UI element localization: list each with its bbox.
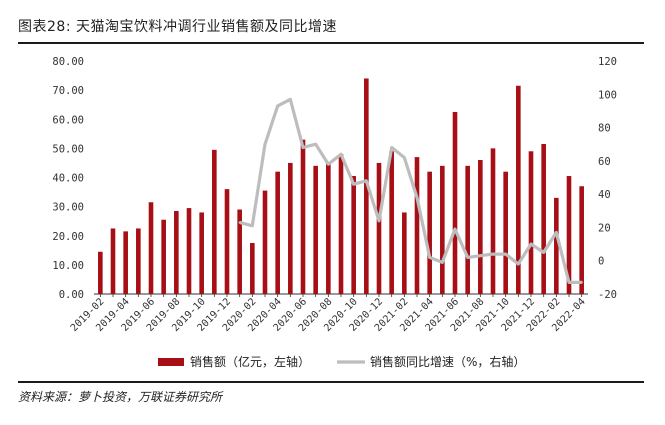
right-y-tick-label: 0 (598, 256, 604, 268)
bar (300, 139, 306, 294)
left-y-tick-label: 10.00 (52, 260, 84, 272)
growth-point (403, 156, 406, 159)
left-y-tick-label: 70.00 (52, 85, 84, 97)
legend-bar-label: 销售额（亿元，左轴） (190, 354, 310, 369)
growth-point (580, 281, 583, 284)
bar (288, 162, 293, 294)
bar (148, 202, 154, 294)
growth-point (466, 256, 469, 259)
growth-point (504, 252, 507, 256)
bar (224, 189, 230, 294)
growth-point (453, 227, 457, 231)
left-y-tick-label: 0.00 (59, 289, 84, 301)
right-y-tick-label: 120 (598, 56, 617, 68)
right-y-tick-label: 40 (598, 189, 611, 201)
bar (452, 111, 458, 294)
growth-point (390, 146, 393, 149)
bottom-rule (18, 381, 644, 383)
bar (275, 171, 280, 294)
bar (503, 171, 508, 294)
bar (250, 243, 255, 294)
growth-point (238, 221, 241, 224)
bar (98, 251, 103, 294)
growth-point (491, 252, 495, 256)
bar (123, 231, 128, 294)
growth-point (276, 104, 279, 108)
growth-point (479, 254, 482, 257)
right-y-tick-label: 60 (598, 156, 611, 168)
growth-point (517, 262, 520, 266)
left-y-tick-label: 50.00 (52, 143, 84, 155)
legend-bar-swatch (158, 358, 184, 366)
bar (313, 165, 318, 294)
growth-point (377, 219, 381, 222)
growth-point (352, 182, 355, 186)
growth-point (251, 224, 254, 227)
bar (541, 144, 546, 294)
left-y-tick-label: 20.00 (52, 231, 84, 243)
right-y-tick-label: 80 (598, 123, 611, 135)
growth-line (239, 97, 582, 284)
bar (566, 176, 572, 294)
bar (402, 212, 407, 294)
right-y-tick-label: 100 (598, 89, 617, 101)
bar (427, 171, 432, 294)
right-y-tick-label: -20 (598, 289, 617, 301)
bar (465, 165, 470, 294)
bar (161, 219, 166, 294)
bar (110, 228, 116, 294)
growth-point (555, 231, 558, 234)
bar (414, 157, 420, 294)
bar (389, 151, 394, 294)
bar (136, 228, 141, 294)
bar (554, 197, 559, 294)
left-y-tick-label: 40.00 (52, 173, 84, 185)
source-note: 资料来源：萝卜投资，万联证券研究所 (18, 390, 223, 404)
growth-point (428, 256, 431, 259)
growth-point (567, 281, 571, 284)
left-y-tick-label: 60.00 (52, 114, 84, 126)
legend-line-label: 销售额同比增速（%，右轴） (370, 354, 525, 369)
bar (338, 154, 344, 294)
chart-title: 图表28: 天猫淘宝饮料冲调行业销售额及同比增速 (18, 19, 337, 35)
bar (516, 85, 521, 294)
growth-point (365, 179, 368, 183)
bar (262, 190, 268, 294)
left-y-tick-label: 30.00 (52, 202, 84, 214)
growth-point (339, 153, 343, 156)
bar (186, 208, 192, 294)
bar (528, 151, 534, 294)
bar (490, 148, 496, 294)
bar (579, 186, 584, 294)
bar (237, 209, 242, 294)
bar (212, 149, 217, 294)
growth-point (289, 98, 292, 101)
right-y-tick-label: 20 (598, 222, 611, 234)
bar (351, 176, 356, 294)
left-y-tick-label: 80.00 (52, 56, 84, 68)
top-rule (18, 42, 644, 44)
growth-point (441, 261, 444, 264)
growth-point (415, 196, 419, 199)
bar (478, 160, 483, 294)
growth-point (314, 143, 317, 146)
bar (199, 212, 204, 294)
bar (174, 210, 179, 294)
bar (376, 162, 382, 294)
bar (364, 78, 369, 294)
bar (326, 162, 331, 294)
growth-point (542, 251, 545, 254)
growth-point (529, 242, 533, 246)
growth-point (263, 143, 267, 146)
growth-point (327, 162, 330, 166)
bar (440, 165, 445, 294)
growth-point (301, 146, 305, 149)
